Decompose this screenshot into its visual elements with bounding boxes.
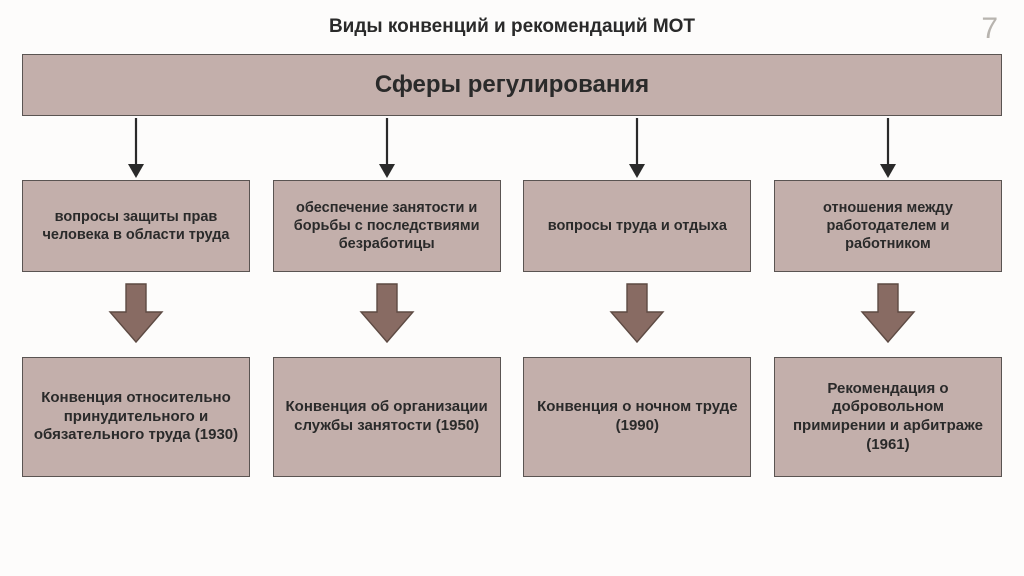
example-box: Конвенция относительно принудительного и… xyxy=(22,357,250,477)
topic-box: вопросы труда и отдыха xyxy=(523,180,751,272)
example-label: Конвенция об организации службы занятост… xyxy=(284,398,490,436)
topic-label: обеспечение занятости и борьбы с последс… xyxy=(284,199,490,253)
page-number: 7 xyxy=(981,12,998,46)
block-arrow-icon xyxy=(108,282,164,349)
columns-container: вопросы защиты прав человека в области т… xyxy=(22,116,1002,477)
topic-box: отношения между работодателем и работник… xyxy=(774,180,1002,272)
page-title: Виды конвенций и рекомендаций МОТ xyxy=(0,0,1024,38)
example-box: Конвенция об организации службы занятост… xyxy=(273,357,501,477)
main-heading-box: Сферы регулирования xyxy=(22,54,1002,116)
example-box: Конвенция о ночном труде (1990) xyxy=(523,357,751,477)
thin-arrow-icon xyxy=(625,116,649,180)
block-arrow-icon xyxy=(359,282,415,349)
column-3: вопросы труда и отдыха Конвенция о ночно… xyxy=(523,116,751,477)
example-label: Рекомендация о добровольном примирении и… xyxy=(785,380,991,455)
column-1: вопросы защиты прав человека в области т… xyxy=(22,116,250,477)
example-label: Конвенция о ночном труде (1990) xyxy=(534,398,740,436)
example-box: Рекомендация о добровольном примирении и… xyxy=(774,357,1002,477)
topic-label: вопросы защиты прав человека в области т… xyxy=(33,208,239,244)
main-heading-label: Сферы регулирования xyxy=(375,71,649,98)
block-arrow-icon xyxy=(860,282,916,349)
topic-box: обеспечение занятости и борьбы с последс… xyxy=(273,180,501,272)
column-2: обеспечение занятости и борьбы с последс… xyxy=(273,116,501,477)
thin-arrow-icon xyxy=(375,116,399,180)
example-label: Конвенция относительно принудительного и… xyxy=(33,389,239,445)
topic-box: вопросы защиты прав человека в области т… xyxy=(22,180,250,272)
column-4: отношения между работодателем и работник… xyxy=(774,116,1002,477)
topic-label: отношения между работодателем и работник… xyxy=(785,199,991,253)
topic-label: вопросы труда и отдыха xyxy=(548,217,727,235)
thin-arrow-icon xyxy=(876,116,900,180)
block-arrow-icon xyxy=(609,282,665,349)
thin-arrow-icon xyxy=(124,116,148,180)
